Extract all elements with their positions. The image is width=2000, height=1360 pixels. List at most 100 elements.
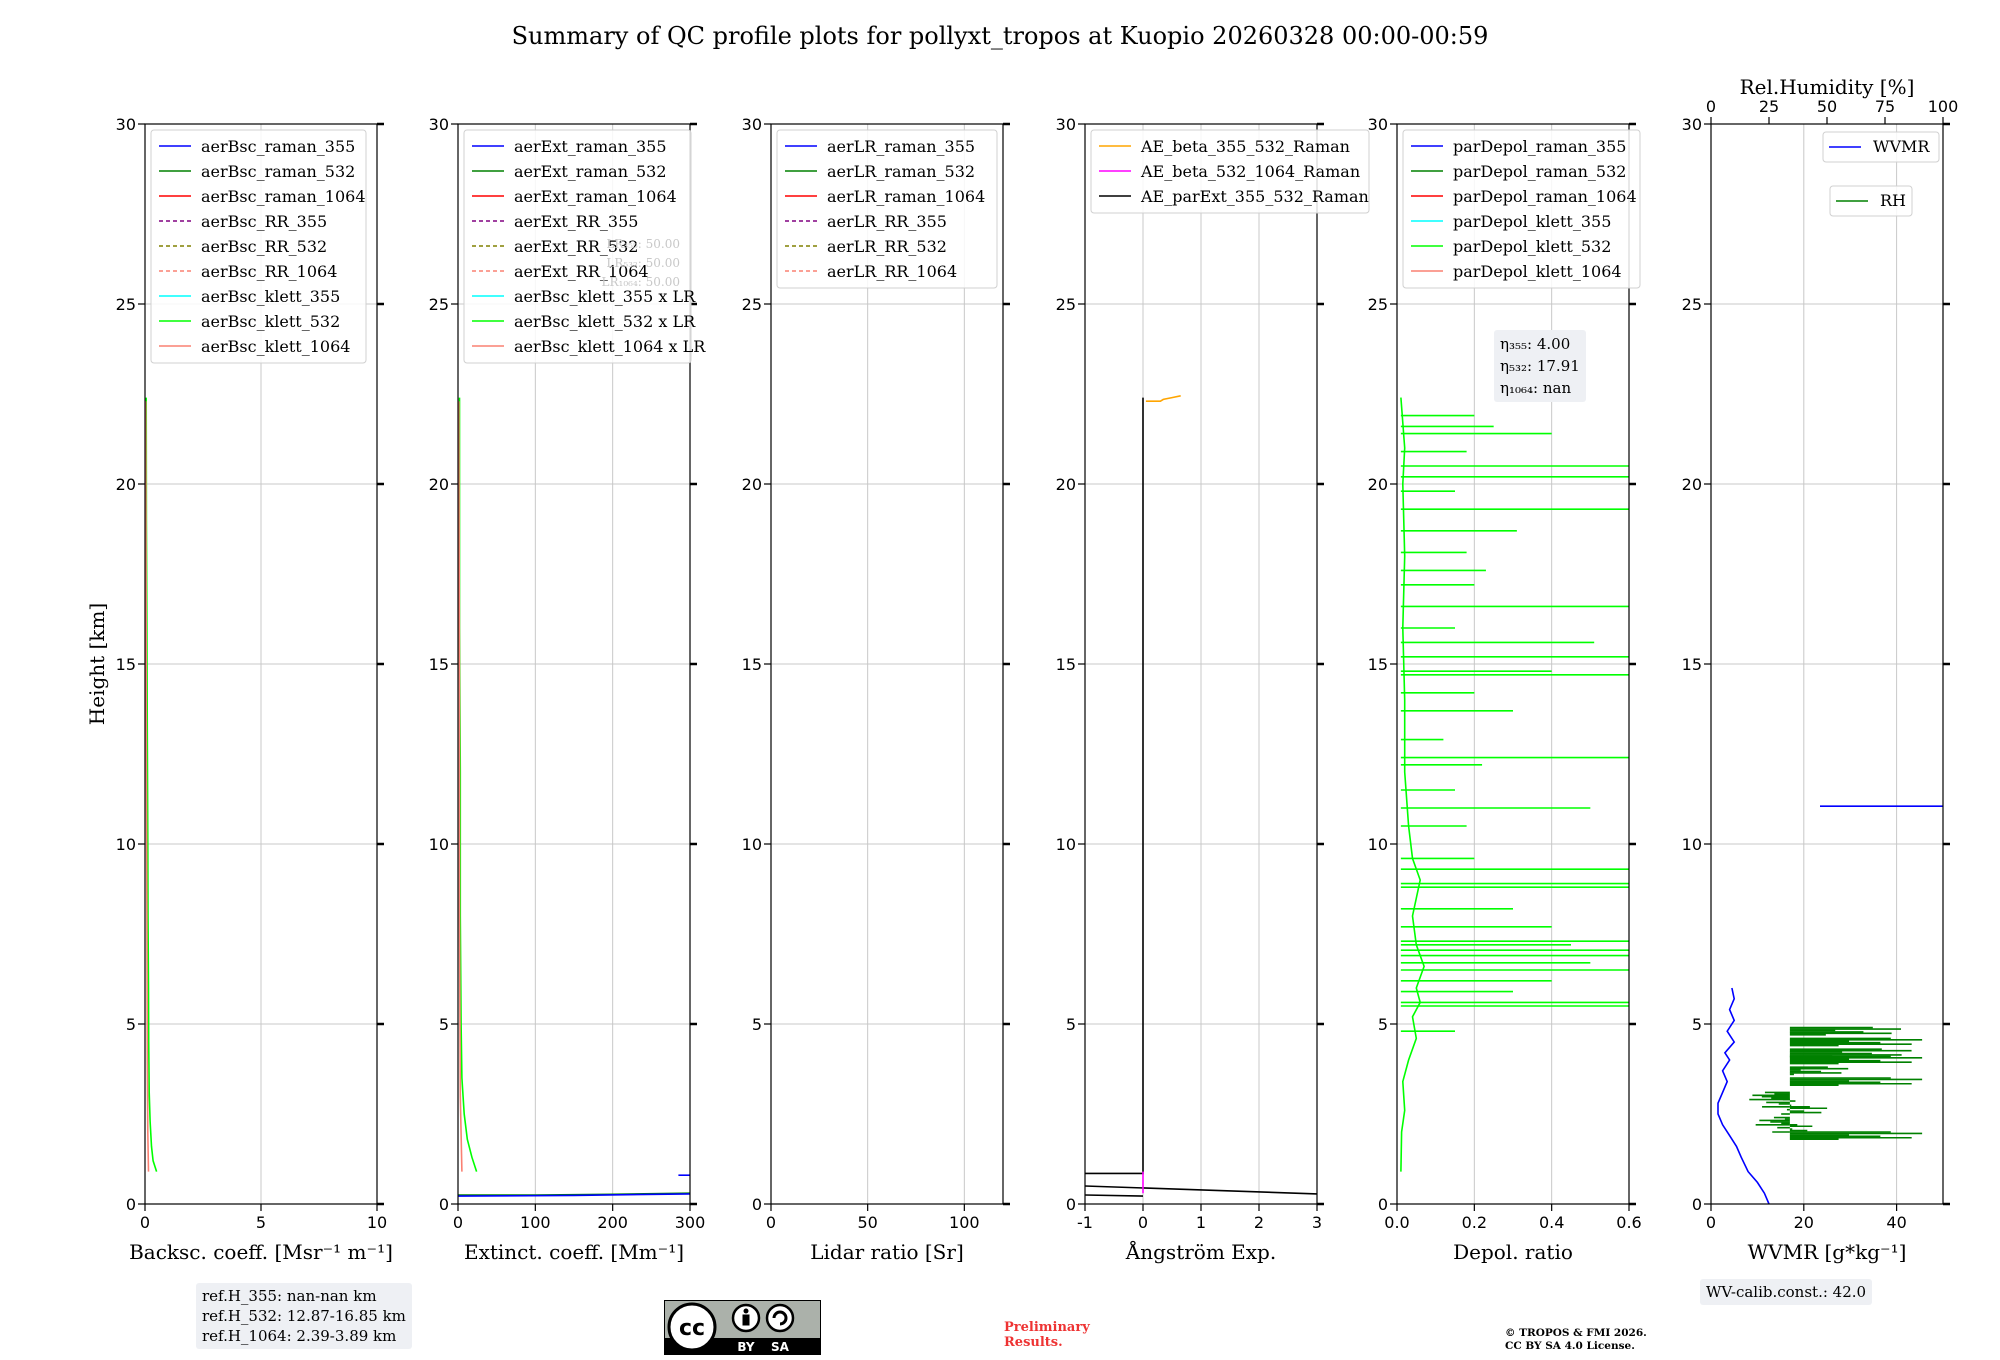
badge-sa-label: SA [771, 1340, 790, 1354]
y-tick-label: 25 [1368, 295, 1388, 314]
data-layer [458, 397, 690, 1197]
legend-label: AE_parExt_355_532_Raman [1140, 187, 1369, 206]
legend-label: aerExt_RR_1064 [514, 262, 649, 281]
series-aerBsc_klett_1064 [145, 401, 150, 1172]
top-x-tick-label: 25 [1759, 97, 1779, 116]
lr-note: LR₅₃₂: 50.00 [606, 256, 680, 270]
x-tick-label: 0.4 [1539, 1213, 1564, 1232]
x-axis-label: WVMR [g*kg⁻¹] [1748, 1240, 1907, 1264]
legend-label: aerBsc_RR_1064 [201, 262, 337, 281]
legend-label: aerLR_raman_532 [827, 162, 975, 181]
x-tick-label: 200 [597, 1213, 628, 1232]
y-tick-label: 30 [1368, 115, 1388, 134]
legend-label: aerBsc_raman_355 [201, 137, 355, 156]
series-AE_parExt_355_532_Raman [1085, 397, 1144, 1175]
lr-note: LR₁₀₆₄: 50.00 [602, 275, 680, 289]
legend-label: aerExt_raman_355 [514, 137, 667, 156]
y-tick-label: 25 [1682, 295, 1702, 314]
x-tick-label: 0.6 [1616, 1213, 1641, 1232]
y-tick-label: 15 [116, 655, 136, 674]
y-tick-label: 20 [1056, 475, 1076, 494]
series-aerBsc_klett_1064 x LR [458, 401, 463, 1172]
legend-label: aerLR_raman_1064 [827, 187, 985, 206]
legend: aerLR_raman_355 aerLR_raman_532 aerLR_rama… [776, 129, 998, 289]
ref-height-532: ref.H_532: 12.87-16.85 km [202, 1307, 406, 1325]
x-tick-label: 0 [140, 1213, 150, 1232]
legend-label: parDepol_klett_1064 [1453, 262, 1622, 281]
y-tick-label: 15 [429, 655, 449, 674]
legend-label: aerBsc_klett_355 x LR [514, 287, 696, 306]
legend-box [150, 129, 367, 364]
y-tick-label: 0 [1378, 1195, 1388, 1214]
legend-label: aerBsc_RR_355 [201, 212, 327, 231]
x-tick-label: -1 [1077, 1213, 1093, 1232]
y-tick-label: 10 [429, 835, 449, 854]
top-x-tick-label: 50 [1817, 97, 1837, 116]
series-AE_parExt_355_532_Raman [1085, 1185, 1317, 1195]
ref-height-355: ref.H_355: nan-nan km [202, 1287, 377, 1305]
y-tick-label: 10 [1682, 835, 1702, 854]
series-WVMR [1717, 987, 1770, 1204]
legend-box [1829, 185, 1913, 217]
series-aerExt_raman_355 [458, 1193, 690, 1197]
x-tick-label: 100 [520, 1213, 551, 1232]
legend-label: parDepol_raman_532 [1453, 162, 1626, 181]
top-x-tick-label: 100 [1928, 97, 1959, 116]
legend-label: aerLR_RR_1064 [827, 262, 957, 281]
legend: AE_beta_355_532_Raman AE_beta_532_1064_Ra… [1090, 129, 1370, 214]
legend-box [1402, 129, 1641, 289]
x-tick-label: 20 [1794, 1213, 1814, 1232]
legend-label: WVMR [1873, 137, 1930, 156]
y-tick-label: 20 [1368, 475, 1388, 494]
y-tick-label: 30 [429, 115, 449, 134]
y-tick-label: 5 [439, 1015, 449, 1034]
y-tick-label: 15 [1368, 655, 1388, 674]
x-tick-label: 300 [675, 1213, 706, 1232]
cc-by-sa-badge: cc BY SA [664, 1300, 821, 1355]
preliminary-line-2: Results. [1004, 1335, 1063, 1350]
y-tick-label: 0 [126, 1195, 136, 1214]
cc-mark: cc [679, 1316, 705, 1341]
y-axis-label: Height [km] [85, 603, 109, 725]
top-x-axis-label: Rel.Humidity [%] [1740, 75, 1915, 99]
legend-label: parDepol_klett_355 [1453, 212, 1611, 231]
ref-height-1064: ref.H_1064: 2.39-3.89 km [202, 1327, 397, 1345]
series-parDepol_klett_532 [1400, 397, 1425, 1172]
copyright-line-2: CC BY SA 4.0 License. [1505, 1340, 1635, 1352]
legend-label: aerBsc_klett_532 x LR [514, 312, 696, 331]
x-tick-label: 0.0 [1384, 1213, 1409, 1232]
y-tick-label: 0 [752, 1195, 762, 1214]
y-tick-label: 0 [1692, 1195, 1702, 1214]
x-tick-label: 0 [766, 1213, 776, 1232]
x-tick-label: 0 [453, 1213, 463, 1232]
y-tick-label: 25 [1056, 295, 1076, 314]
legend-label: aerBsc_RR_532 [201, 237, 327, 256]
legend: RH [1829, 185, 1913, 217]
legend-box [1822, 131, 1940, 163]
y-tick-label: 5 [1692, 1015, 1702, 1034]
legend-label: aerExt_raman_532 [514, 162, 667, 181]
legend-label: aerBsc_klett_1064 x LR [514, 337, 706, 356]
legend-label: AE_beta_532_1064_Raman [1140, 162, 1360, 181]
x-axis-label: Depol. ratio [1453, 1240, 1573, 1264]
x-axis-label: Backsc. coeff. [Msr⁻¹ m⁻¹] [129, 1240, 393, 1264]
data-layer [1085, 395, 1317, 1197]
eta-1064: η₁₀₆₄: nan [1500, 379, 1572, 397]
series-AE_beta_355_532_Raman [1145, 395, 1181, 402]
legend-label: aerBsc_klett_355 [201, 287, 340, 306]
y-tick-label: 10 [116, 835, 136, 854]
y-tick-label: 20 [1682, 475, 1702, 494]
panel-1: 0 5 10 15 20 25 30 0 5 10 Backsc. coeff. [Msr⁻¹ m⁻… [116, 115, 393, 1264]
preliminary-line-1: Preliminary [1004, 1320, 1090, 1335]
figure-title: Summary of QC profile plots for pollyxt_… [511, 22, 1489, 50]
panel-5: 0 5 10 15 20 25 30 0.0 0.2 0.4 0.6 Depol. ratio parD… [1368, 115, 1642, 1264]
y-tick-label: 10 [1368, 835, 1388, 854]
eta-box: η₃₅₅: 4.00 η₅₃₂: 17.91 η₁₀₆₄: nan [1494, 330, 1586, 402]
legend: parDepol_raman_355 parDepol_raman_532 parD… [1402, 129, 1641, 289]
y-tick-label: 5 [1066, 1015, 1076, 1034]
legend-label: parDepol_klett_532 [1453, 237, 1611, 256]
